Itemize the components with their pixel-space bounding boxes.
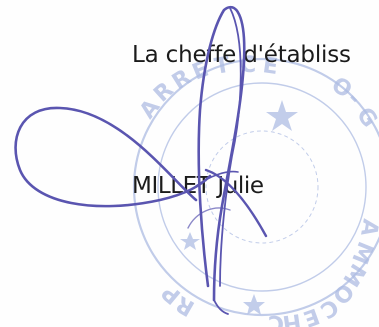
svg-text:E: E	[261, 53, 279, 80]
svg-text:C: C	[268, 310, 284, 327]
svg-text:H: H	[281, 308, 303, 327]
svg-text:T: T	[213, 53, 232, 80]
signatory-role-title: La cheffe d'établiss	[132, 42, 351, 68]
svg-text:A: A	[355, 217, 379, 238]
svg-text:E: E	[300, 302, 323, 327]
